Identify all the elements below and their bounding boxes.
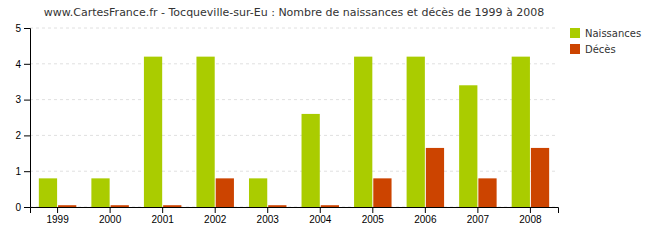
tick-mark	[425, 207, 426, 213]
tick-label: 2008	[519, 214, 542, 225]
x-tick: 2006	[414, 207, 437, 225]
tick-label: 2004	[309, 214, 332, 225]
bar	[478, 178, 496, 207]
title: www.CartesFrance.fr - Tocqueville-sur-Eu…	[44, 6, 544, 19]
tick-label: 3	[15, 94, 21, 105]
tick-label: 0	[15, 202, 21, 213]
x-tick: 2003	[257, 207, 280, 225]
bar	[91, 178, 109, 207]
chart: 1999 2000 2001 2002 2003 2004 2005 2006 2007 2008…	[0, 0, 650, 229]
legend-item: Naissances	[570, 28, 641, 39]
tick-mark	[24, 64, 30, 65]
tick-label: 1	[15, 166, 21, 177]
x-tick: 1999	[46, 207, 69, 225]
y-tick: 1	[15, 166, 30, 177]
y-tick: 4	[15, 59, 30, 70]
bar	[426, 148, 444, 207]
tick-mark	[24, 135, 30, 136]
tick-mark	[320, 207, 321, 213]
axis-line	[31, 208, 559, 214]
bar	[39, 178, 57, 207]
tick-label: 1999	[46, 214, 69, 225]
tick-mark	[162, 207, 163, 213]
plot: 1999 2000 2001 2002 2003 2004 2005 2006 2007 2008…	[15, 23, 558, 225]
x-tick: 2001	[152, 207, 175, 225]
y-tick: 5	[15, 23, 30, 34]
legend: Naissances Décès	[570, 28, 641, 55]
y-tick: 3	[15, 94, 30, 105]
tick-mark	[267, 207, 268, 213]
bar	[531, 148, 549, 207]
tick-label: 2007	[467, 214, 490, 225]
legend-swatch	[570, 28, 580, 38]
bar-series	[39, 57, 530, 207]
tick-label: 2	[15, 130, 21, 141]
bar	[111, 205, 129, 207]
bar	[407, 57, 425, 207]
legend-item: Décès	[570, 44, 616, 55]
bar	[459, 85, 477, 207]
axis-line	[24, 29, 31, 208]
bar	[216, 178, 234, 207]
tick-label: 2005	[362, 214, 385, 225]
x-tick: 2008	[519, 207, 542, 225]
tick-mark	[530, 207, 531, 213]
tick-mark	[24, 28, 30, 29]
tick-label: 2003	[257, 214, 280, 225]
tick-mark	[57, 207, 58, 213]
tick-label: 2002	[204, 214, 227, 225]
legend-label: Naissances	[585, 28, 641, 39]
bar	[302, 114, 320, 207]
bar	[163, 205, 181, 207]
x-tick: 2004	[309, 207, 332, 225]
y-tick: 2	[15, 130, 30, 141]
grid-line	[30, 135, 558, 136]
bar	[512, 57, 530, 207]
legend-swatch	[570, 44, 580, 54]
x-axis: 1999 2000 2001 2002 2003 2004 2005 2006 2007 2008	[31, 207, 559, 225]
grid	[30, 28, 558, 207]
grid-line	[30, 28, 558, 29]
grid-line	[30, 63, 558, 64]
tick-mark	[24, 171, 30, 172]
tick-mark	[24, 100, 30, 101]
tick-mark	[477, 207, 478, 213]
bar	[268, 205, 286, 207]
tick-label: 2000	[99, 214, 122, 225]
x-tick: 2005	[362, 207, 385, 225]
grid-line	[30, 171, 558, 172]
tick-label: 2001	[152, 214, 175, 225]
bar	[144, 57, 162, 207]
tick-label: 2006	[414, 214, 437, 225]
y-axis: 0 1 2 3 4 5	[15, 23, 30, 213]
tick-label: 5	[15, 23, 21, 34]
legend-label: Décès	[585, 44, 616, 55]
bar	[58, 205, 76, 207]
tick-label: 4	[15, 59, 21, 70]
x-tick: 2000	[99, 207, 122, 225]
bars	[39, 57, 549, 207]
bar	[321, 205, 339, 207]
bar-series	[58, 148, 549, 207]
x-tick: 2002	[204, 207, 227, 225]
bar	[354, 57, 372, 207]
bar	[196, 57, 214, 207]
tick-mark	[24, 207, 30, 208]
tick-mark	[372, 207, 373, 213]
grid-line	[30, 99, 558, 100]
x-tick: 2007	[467, 207, 490, 225]
bar	[373, 178, 391, 207]
tick-mark	[110, 207, 111, 213]
bar	[249, 178, 267, 207]
tick-mark	[215, 207, 216, 213]
y-tick: 0	[15, 202, 30, 213]
